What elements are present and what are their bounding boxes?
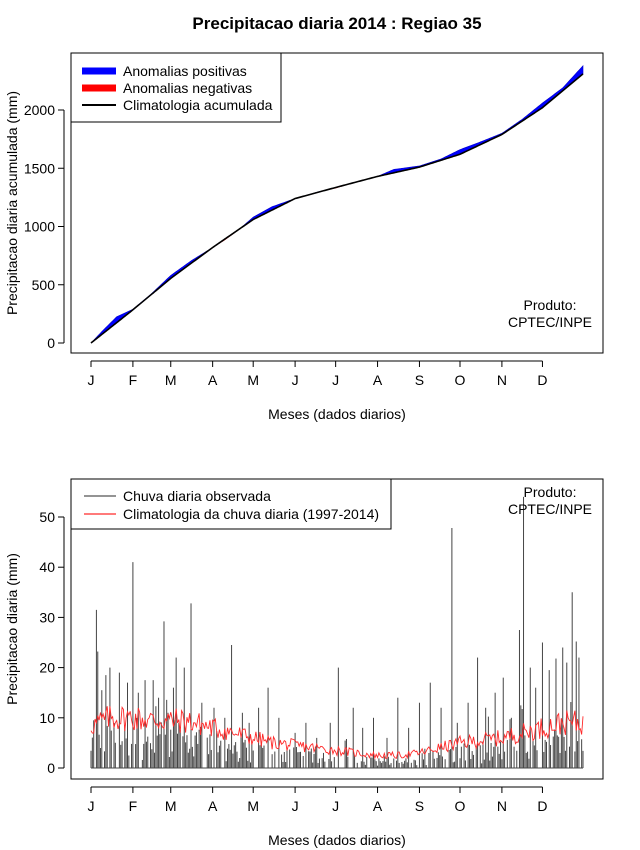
x-tick-label-month: J (292, 372, 299, 388)
y-tick-label: 1500 (24, 160, 55, 176)
y-tick-label: 0 (47, 335, 55, 351)
x-tick-label-month: J (332, 798, 339, 814)
x-axis-label: Meses (dados diarios) (268, 832, 406, 848)
x-tick-label-month: S (415, 372, 424, 388)
climatology-line (90, 73, 584, 344)
legend-box (70, 478, 392, 530)
legend-label-negative: Anomalias negativas (123, 80, 252, 96)
anomaly-positive (239, 189, 327, 230)
x-tick-label-month: M (165, 798, 177, 814)
y-axis-label: Precipitacao diaria (mm) (4, 553, 20, 705)
x-tick-label-month: J (88, 798, 95, 814)
x-tick-label-month: D (537, 372, 547, 388)
observed-daily-bars (90, 496, 584, 769)
legend: Chuva diaria observada Climatologia da c… (70, 478, 392, 530)
x-tick-label-month: M (165, 372, 177, 388)
x-tick-label-month: F (129, 798, 138, 814)
x-tick-label-month: F (129, 372, 138, 388)
y-tick-label: 40 (39, 559, 55, 575)
chart-title: Precipitacao diaria 2014 : Regiao 35 (192, 14, 482, 33)
y-tick-label: 1000 (24, 219, 55, 235)
plot-frame (70, 52, 604, 354)
legend-label-climatology: Climatologia da chuva diaria (1997-2014) (123, 506, 379, 522)
x-tick-label-month: O (455, 798, 466, 814)
y-tick-label: 30 (39, 609, 55, 625)
y-tick-label: 20 (39, 660, 55, 676)
y-tick-label: 10 (39, 710, 55, 726)
y-tick-label: 50 (39, 509, 55, 525)
x-tick-label-month: N (497, 798, 507, 814)
y-axis: 0 500 1000 1500 2000 (24, 102, 65, 351)
legend-label-climatology: Climatologia acumulada (123, 97, 273, 113)
x-tick-label-month: J (292, 798, 299, 814)
product-note-line1: Produto: (524, 484, 577, 500)
x-tick-label-month: J (332, 372, 339, 388)
x-tick-label-month: A (373, 798, 383, 814)
x-tick-label-month: A (208, 798, 218, 814)
anomaly-positive (352, 64, 584, 184)
x-tick-label-month: A (373, 372, 383, 388)
x-tick-label-month: M (247, 372, 259, 388)
x-tick-label-month: J (88, 372, 95, 388)
product-note-line2: CPTEC/INPE (508, 501, 592, 517)
x-tick-label-month: A (208, 372, 218, 388)
legend-label-positive: Anomalias positivas (123, 63, 247, 79)
y-tick-label: 500 (32, 277, 56, 293)
legend-label-observed: Chuva diaria observada (123, 488, 271, 504)
x-tick-label-month: D (537, 798, 547, 814)
climatology-daily-line (90, 706, 584, 760)
x-tick-label-month: N (497, 372, 507, 388)
x-tick-label-month: O (455, 372, 466, 388)
legend: Anomalias positivas Anomalias negativas … (70, 52, 282, 123)
x-axis-label: Meses (dados diarios) (268, 406, 406, 422)
cumulative-chart: 0 500 1000 1500 2000 J F M A M J J A S O N D Precipitac… (4, 52, 604, 422)
y-tick-label: 0 (47, 760, 55, 776)
y-axis: 0 10 20 30 40 50 (39, 509, 65, 776)
x-tick-label-month: M (247, 798, 259, 814)
product-note-line2: CPTEC/INPE (508, 314, 592, 330)
x-tick-label-month: S (415, 798, 424, 814)
product-note-line1: Produto: (524, 297, 577, 313)
daily-chart: 0 10 20 30 40 50 J F M A M J J A S O N D Precipitacao di… (4, 478, 604, 848)
y-axis-label: Precipitacao diaria acumulada (mm) (4, 91, 20, 315)
y-tick-label: 2000 (24, 102, 55, 118)
